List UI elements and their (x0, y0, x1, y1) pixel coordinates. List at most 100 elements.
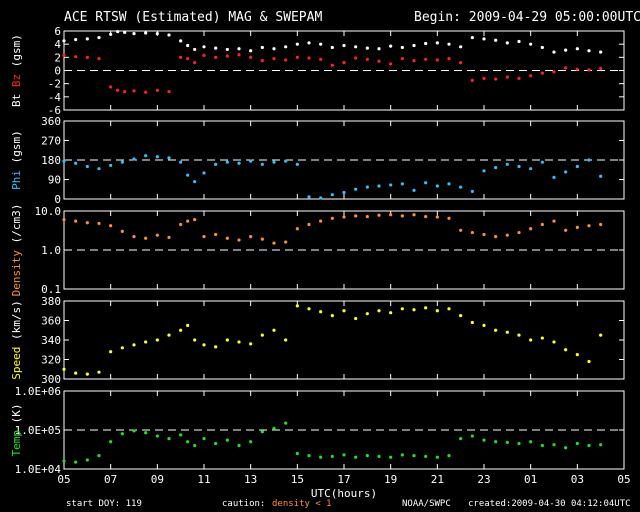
data-point (155, 32, 159, 36)
data-point (412, 308, 416, 312)
data-point (389, 183, 393, 187)
y-tick-label: 1.0E+06 (15, 385, 61, 398)
y-tick-label: 0 (54, 193, 61, 206)
x-tick-label: 09 (151, 473, 164, 486)
data-point (307, 222, 311, 227)
data-point (237, 443, 241, 448)
data-point (389, 311, 393, 315)
data-point (295, 162, 299, 166)
data-point (330, 45, 334, 50)
data-point (470, 35, 474, 40)
data-point (155, 434, 159, 438)
data-point (365, 312, 369, 316)
data-point (214, 232, 218, 237)
data-point (225, 338, 229, 342)
data-point (120, 346, 124, 350)
data-point (459, 314, 463, 318)
data-point (109, 224, 113, 228)
data-point (330, 314, 334, 318)
data-point (482, 76, 486, 80)
data-point (599, 443, 603, 447)
data-point (109, 350, 113, 354)
y-axis-label: Phi (gsm) (10, 130, 23, 190)
data-point (260, 45, 264, 50)
data-point (482, 37, 486, 41)
data-point (342, 215, 346, 219)
data-point (225, 438, 229, 442)
data-point (575, 164, 579, 169)
data-point (319, 219, 323, 223)
data-point (225, 54, 229, 58)
data-point (587, 224, 591, 228)
data-point (202, 53, 206, 57)
data-point (85, 221, 89, 225)
data-point (517, 76, 521, 80)
data-point (377, 59, 381, 63)
data-point (319, 455, 323, 459)
x-tick-label: 03 (571, 473, 584, 486)
data-point (342, 190, 346, 195)
data-point (354, 56, 358, 60)
x-tick-label: 15 (291, 473, 304, 486)
data-point (74, 55, 78, 59)
y-tick-label: 0 (54, 65, 61, 78)
data-point (97, 370, 101, 374)
data-point (284, 45, 288, 49)
data-point (389, 62, 393, 66)
y-axis-label: Speed (km/s) (10, 300, 23, 379)
y-tick-label: 0.1 (41, 283, 61, 296)
data-point (494, 235, 498, 239)
x-tick-label: 01 (524, 473, 537, 486)
data-point (447, 57, 451, 61)
y-tick-label: 90 (48, 174, 61, 187)
data-point (260, 59, 264, 63)
data-point (319, 42, 323, 46)
y-tick-label: 2 (54, 51, 61, 64)
data-point (167, 33, 171, 37)
data-point (193, 61, 197, 65)
data-point (459, 45, 463, 49)
data-point (470, 189, 474, 194)
data-point (342, 61, 346, 65)
data-point (494, 165, 498, 170)
data-point (330, 216, 334, 220)
data-point (193, 218, 197, 222)
data-point (459, 437, 463, 441)
data-point (237, 238, 241, 242)
data-point (459, 228, 463, 232)
data-point (120, 229, 124, 233)
data-point (155, 338, 159, 342)
data-point (354, 187, 358, 191)
data-point (74, 37, 78, 42)
data-point (424, 181, 428, 185)
data-point (505, 440, 509, 445)
data-point (202, 437, 206, 441)
data-point (505, 41, 509, 45)
data-point (144, 90, 148, 94)
data-point (447, 216, 451, 220)
data-point (272, 57, 276, 61)
data-point (307, 56, 311, 60)
data-point (354, 45, 358, 49)
data-point (249, 440, 253, 444)
data-point (132, 429, 136, 433)
panel-frame (63, 300, 625, 380)
data-point (214, 345, 218, 349)
data-point (167, 437, 171, 441)
data-point (330, 193, 334, 197)
data-point (62, 367, 66, 371)
data-point (330, 63, 334, 67)
data-point (575, 353, 579, 357)
y-axis-label-part: (K) (10, 404, 23, 431)
data-point (459, 61, 463, 65)
data-point (540, 45, 544, 50)
data-point (494, 328, 498, 332)
data-point (155, 155, 159, 159)
data-point (400, 45, 404, 50)
data-point (272, 241, 276, 245)
data-point (517, 441, 521, 446)
data-point (435, 455, 439, 459)
data-point (284, 58, 288, 62)
caution-label: caution: (222, 499, 265, 509)
data-point (214, 441, 218, 446)
